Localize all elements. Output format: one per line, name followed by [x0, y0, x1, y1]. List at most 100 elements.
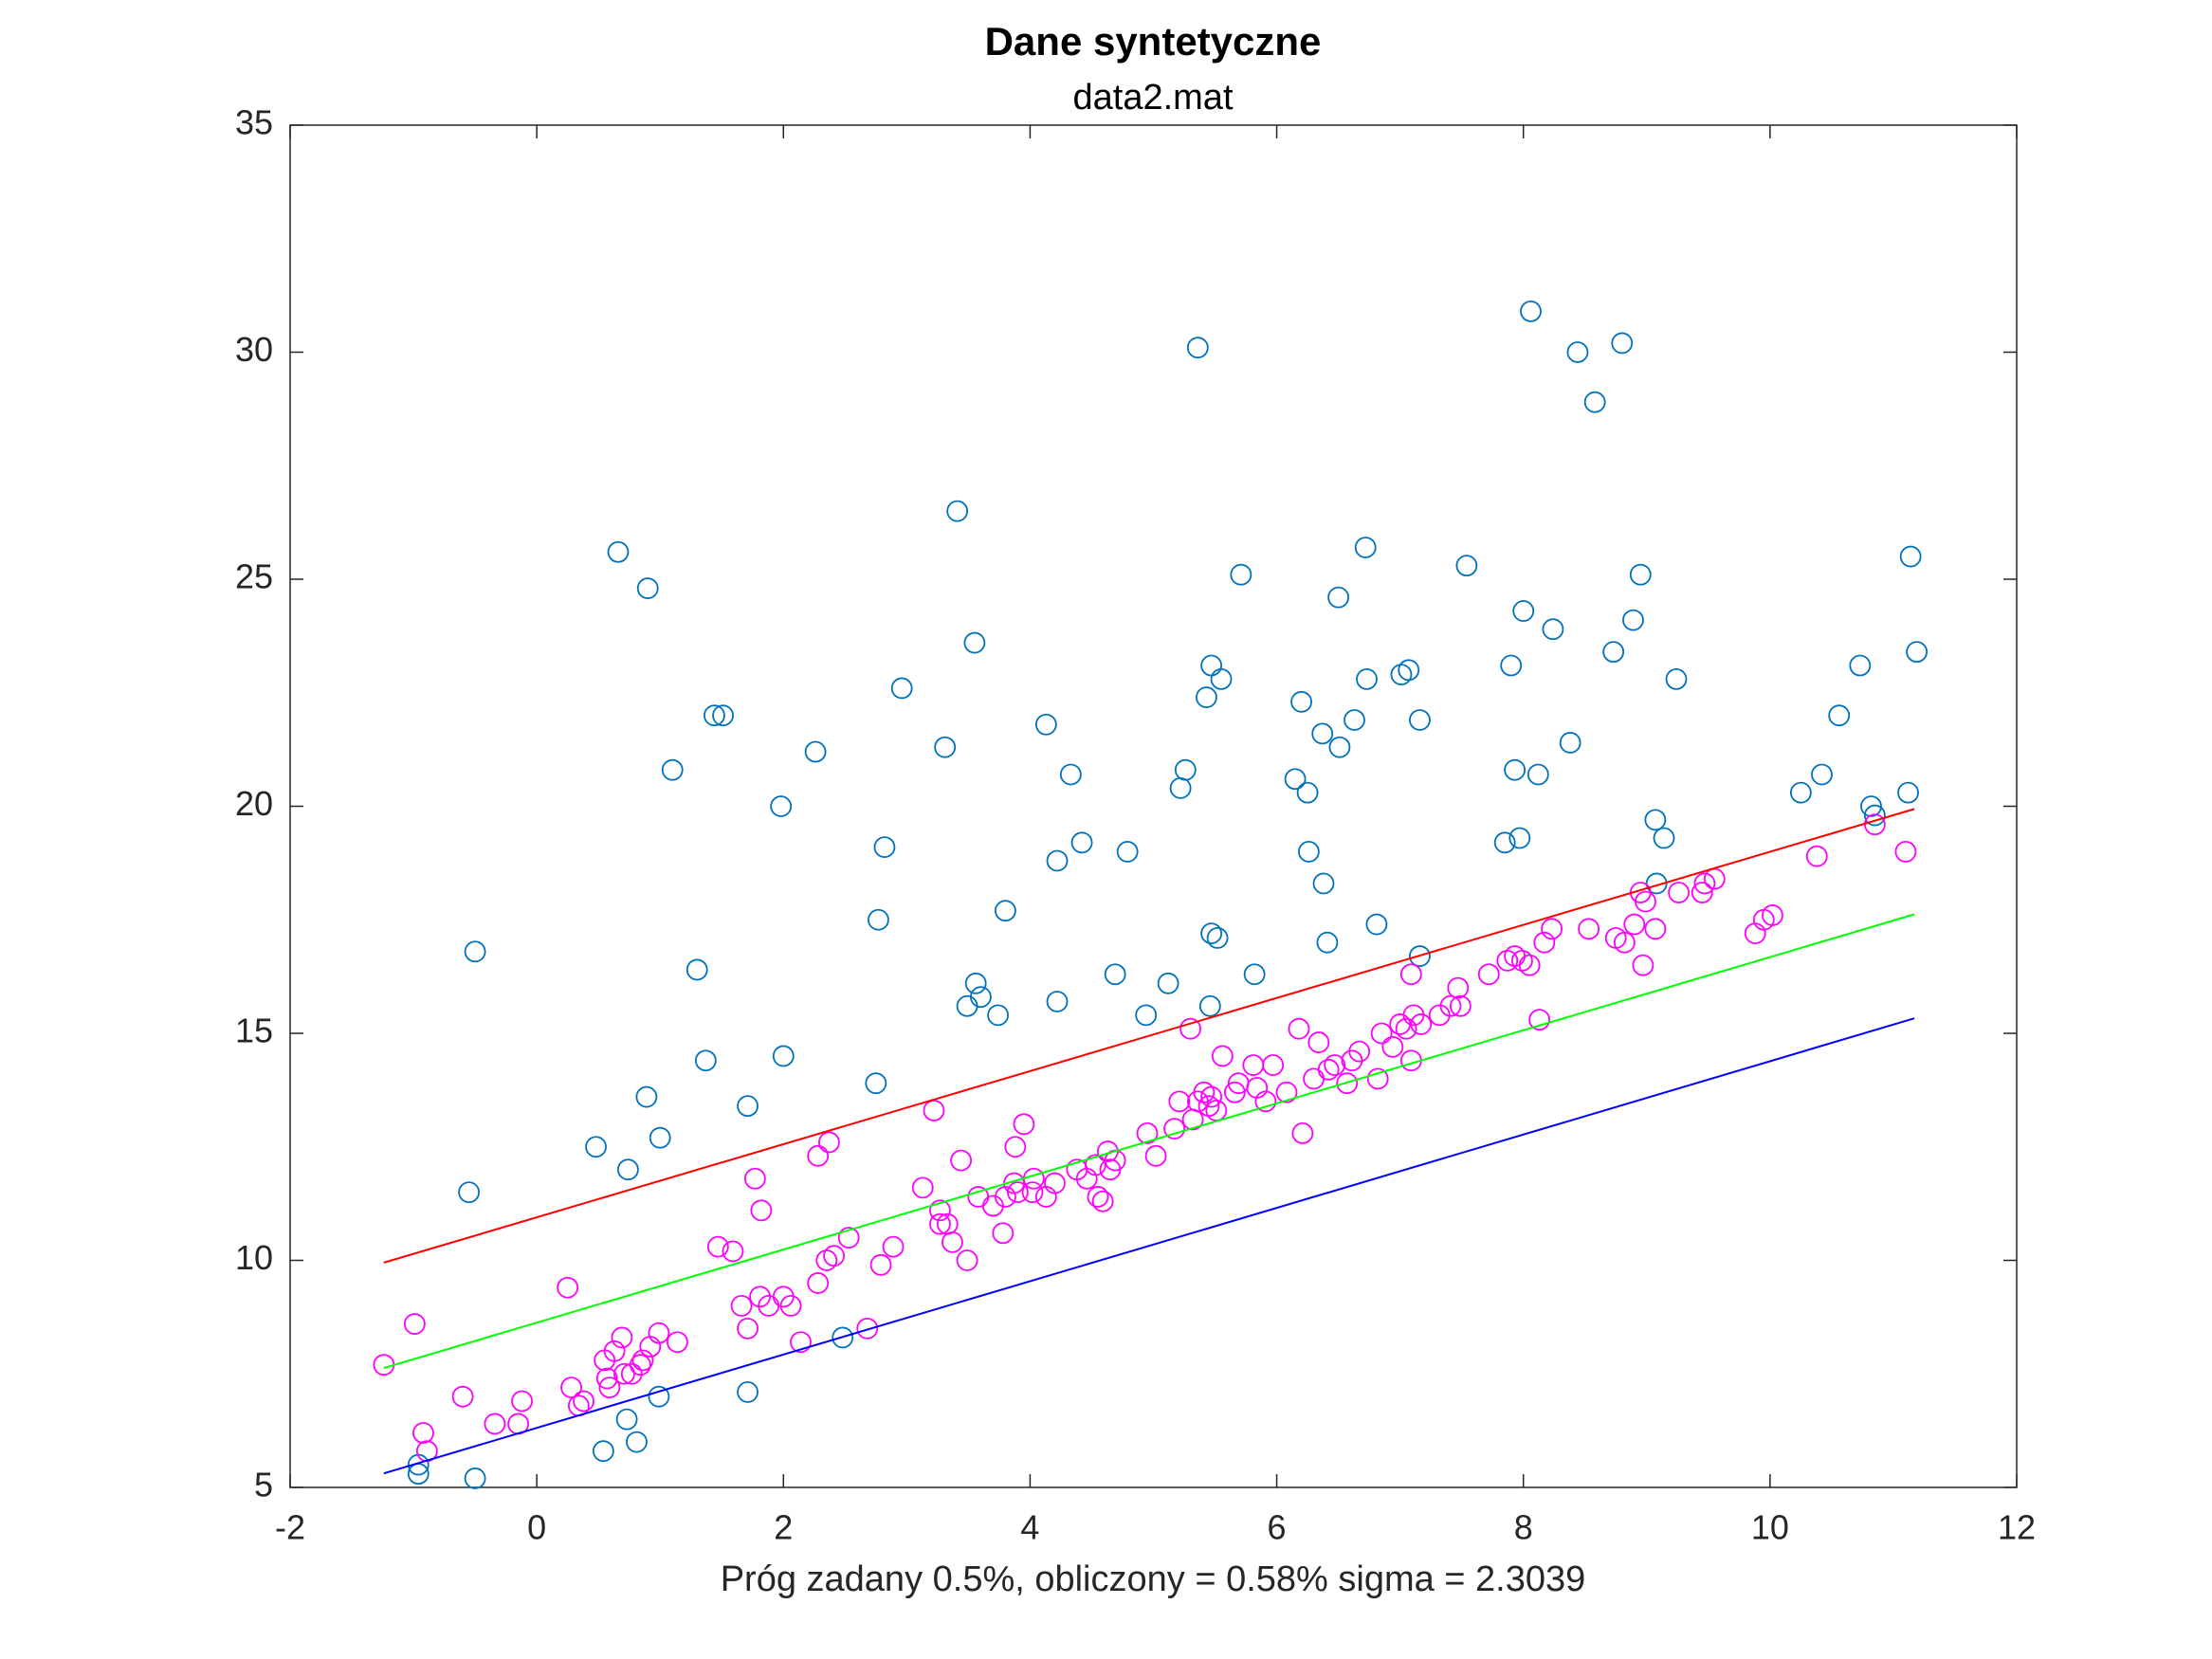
point	[592, 1440, 614, 1463]
x-tick-label: 4	[1020, 1508, 1039, 1547]
point	[458, 1181, 481, 1204]
point	[1262, 1054, 1285, 1076]
point	[636, 577, 659, 599]
point	[557, 1276, 579, 1299]
point	[770, 795, 793, 817]
point	[956, 1249, 978, 1271]
x-tick-label: 6	[1268, 1508, 1287, 1547]
x-tick-label: 0	[527, 1508, 546, 1547]
point	[865, 1072, 887, 1095]
point	[1644, 809, 1667, 831]
point	[1477, 963, 1500, 986]
point	[1211, 1045, 1234, 1067]
point	[1316, 931, 1339, 954]
point	[1744, 922, 1766, 945]
point	[451, 1385, 474, 1408]
point	[1007, 1181, 1029, 1204]
point	[890, 677, 913, 700]
point	[964, 972, 987, 994]
point	[1144, 1144, 1167, 1167]
point	[1693, 872, 1716, 895]
point	[730, 1295, 753, 1317]
point	[1243, 963, 1266, 986]
point	[1611, 332, 1634, 355]
point	[1526, 763, 1549, 786]
point	[779, 1295, 802, 1317]
point	[373, 1354, 395, 1376]
point	[1789, 781, 1812, 804]
point	[1533, 931, 1556, 954]
point	[1091, 1190, 1114, 1212]
point	[1864, 804, 1886, 827]
point	[1296, 781, 1319, 804]
point	[722, 1240, 744, 1263]
x-tick-label: 10	[1751, 1508, 1789, 1547]
point	[929, 1199, 951, 1222]
x-tick-label: 2	[774, 1508, 793, 1547]
point	[807, 1144, 830, 1167]
point	[1894, 841, 1917, 863]
point	[934, 736, 957, 758]
point	[815, 1249, 838, 1271]
point	[1356, 667, 1378, 690]
point	[1004, 1136, 1027, 1158]
point	[1653, 827, 1675, 849]
point	[1021, 1181, 1044, 1204]
point	[1455, 555, 1478, 577]
point	[818, 1131, 840, 1154]
point	[1439, 994, 1462, 1017]
point	[694, 1049, 717, 1072]
point	[712, 704, 734, 727]
chart-subtitle: data2.mat	[1073, 78, 1234, 118]
point	[1409, 709, 1431, 731]
point	[1366, 1067, 1389, 1090]
point	[648, 1322, 670, 1344]
point	[1179, 1017, 1201, 1040]
point	[1116, 841, 1139, 863]
point	[407, 1463, 430, 1486]
point	[1504, 758, 1526, 781]
point	[1223, 1081, 1246, 1103]
point	[1849, 654, 1872, 677]
point	[1365, 913, 1388, 936]
point	[1135, 1004, 1158, 1027]
point	[1044, 1172, 1066, 1194]
point	[807, 1272, 830, 1294]
point	[1449, 994, 1472, 1017]
point	[869, 1253, 892, 1276]
point	[484, 1413, 506, 1435]
point	[1860, 795, 1882, 817]
point	[1518, 954, 1541, 976]
point	[706, 1235, 729, 1258]
point	[615, 1408, 638, 1431]
point	[1013, 1113, 1035, 1136]
x-axis-label: Próg zadany 0.5%, obliczony = 0.58% sigm…	[721, 1559, 1586, 1599]
point	[616, 1158, 639, 1181]
point	[1665, 667, 1688, 690]
point	[1348, 1040, 1371, 1063]
point	[832, 1326, 854, 1349]
point	[1500, 654, 1523, 677]
point	[1336, 1072, 1359, 1095]
point	[1328, 736, 1351, 758]
y-tick-label: 20	[235, 784, 273, 823]
point	[1324, 1054, 1346, 1076]
point	[1602, 641, 1625, 664]
point	[1196, 686, 1217, 708]
point	[1828, 704, 1851, 727]
point	[995, 900, 1016, 922]
point	[560, 1376, 582, 1399]
point	[1303, 1067, 1325, 1090]
point	[1354, 537, 1377, 558]
point	[1198, 994, 1221, 1017]
point	[1629, 563, 1652, 586]
point	[1200, 1085, 1223, 1108]
point	[987, 1004, 1010, 1027]
point	[1034, 713, 1057, 736]
point	[1583, 391, 1606, 413]
point	[750, 1199, 773, 1222]
point	[941, 1231, 963, 1253]
point	[649, 1126, 671, 1149]
point	[1200, 922, 1223, 945]
point	[1511, 949, 1533, 972]
